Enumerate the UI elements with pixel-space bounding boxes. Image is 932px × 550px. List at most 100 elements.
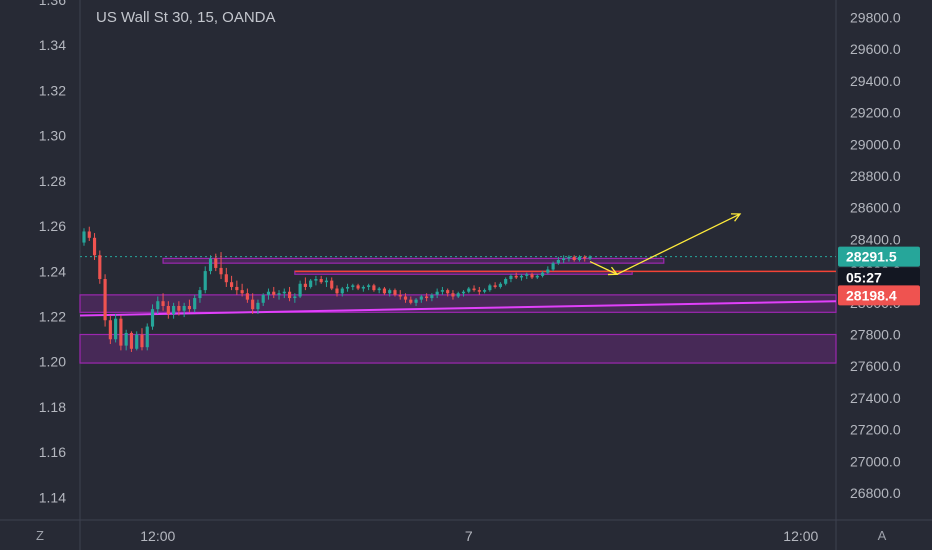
candle-body [182, 305, 186, 311]
last-price-badge-text: 28291.5 [846, 249, 897, 265]
candle-body [461, 291, 466, 294]
left-tick-label: 1.16 [39, 444, 66, 460]
candle-body [203, 271, 207, 291]
candle-body [509, 275, 513, 280]
candle-body [351, 285, 355, 287]
candle-body [540, 272, 545, 276]
candle-body [488, 285, 492, 291]
candle-body [504, 279, 508, 284]
candle-body [87, 231, 91, 238]
zoom-button[interactable]: Z [36, 528, 44, 543]
left-tick-label: 1.22 [39, 309, 66, 325]
candle-body [398, 294, 402, 297]
candle-body [572, 256, 576, 260]
candle-body [108, 320, 112, 340]
chart-title: US Wall St 30, 15, OANDA [96, 9, 276, 26]
line-price-badge-text: 28198.4 [846, 287, 897, 303]
candle-body [161, 301, 165, 306]
candle-body [309, 280, 313, 287]
left-tick-label: 1.14 [39, 489, 66, 505]
candle-body [282, 291, 286, 294]
candle-body [287, 291, 292, 299]
candle-body [266, 291, 271, 295]
candle-body [335, 288, 339, 294]
candle-body [514, 275, 518, 278]
candle-body [103, 279, 107, 321]
candle-body [556, 260, 560, 264]
right-tick-label: 28600.0 [850, 200, 901, 216]
right-tick-label: 29600.0 [850, 41, 901, 57]
right-tick-label: 29800.0 [850, 9, 901, 25]
countdown-badge: 05:27 [838, 267, 920, 288]
candle-body [419, 296, 423, 300]
candle-body [525, 274, 529, 276]
left-tick-label: 1.30 [39, 128, 66, 144]
candle-body [388, 290, 392, 294]
candle-body [82, 231, 86, 243]
candle-body [530, 274, 534, 278]
trend-line [79, 300, 837, 317]
candle-body [303, 283, 307, 287]
candle-body [92, 237, 97, 256]
candle-body [345, 286, 350, 289]
candle-body [451, 293, 455, 297]
candle-body [372, 285, 376, 291]
candle-body [377, 288, 381, 291]
projection-arrowhead-down [607, 266, 619, 276]
candle-body [403, 296, 408, 300]
candle-body [166, 305, 170, 314]
candle-body [546, 269, 550, 273]
candle-body [156, 301, 160, 310]
candle-body [150, 309, 155, 327]
candle-body [583, 256, 587, 259]
candle-body [493, 285, 497, 287]
candle-body [435, 291, 439, 295]
right-tick-label: 29000.0 [850, 136, 901, 152]
candle-body [187, 305, 191, 310]
candle-body [319, 279, 323, 283]
candle-body [393, 290, 397, 295]
candle-body [324, 280, 329, 283]
candle-body [519, 275, 524, 278]
zone-4 [79, 333, 837, 364]
candle-body [356, 285, 360, 289]
candle-body [430, 294, 434, 299]
left-tick-label: 1.20 [39, 354, 66, 370]
candle-body [446, 290, 450, 294]
candle-body [172, 305, 176, 314]
candle-body [198, 290, 202, 299]
auto-scale-button[interactable]: A [878, 528, 887, 543]
candle-body [272, 291, 276, 295]
candle-body [208, 258, 213, 272]
candle-body [214, 258, 218, 268]
countdown-badge-bg [838, 267, 920, 288]
candle-body [245, 293, 249, 300]
candle-body [119, 318, 123, 346]
candle-body [124, 332, 128, 346]
candle-body [414, 299, 418, 303]
right-tick-label: 27600.0 [850, 358, 901, 374]
candle-body [98, 255, 102, 280]
x-tick-label: 12:00 [783, 528, 818, 544]
right-tick-label: 27000.0 [850, 453, 901, 469]
projection-arrowhead-up [730, 213, 742, 222]
last-price-badge-bg [838, 246, 920, 267]
x-tick-label: 12:00 [140, 528, 175, 544]
candle-body [467, 288, 471, 292]
candle-body [409, 299, 413, 303]
candle-body [440, 290, 444, 292]
candle-body [256, 302, 260, 310]
candle-body [425, 296, 429, 299]
x-tick-label: 7 [465, 528, 473, 544]
candle-body [193, 298, 197, 310]
right-tick-label: 27400.0 [850, 390, 901, 406]
candle-body [330, 280, 334, 289]
candle-body [472, 288, 476, 291]
right-tick-label: 29200.0 [850, 105, 901, 121]
right-tick-label: 27200.0 [850, 422, 901, 438]
zone-1 [162, 257, 665, 264]
left-tick-label: 1.32 [39, 82, 66, 98]
candle-body [567, 256, 571, 259]
